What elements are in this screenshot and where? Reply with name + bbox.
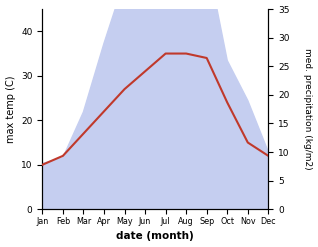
Y-axis label: max temp (C): max temp (C) <box>5 75 16 143</box>
Y-axis label: med. precipitation (kg/m2): med. precipitation (kg/m2) <box>303 48 313 170</box>
X-axis label: date (month): date (month) <box>116 231 194 242</box>
